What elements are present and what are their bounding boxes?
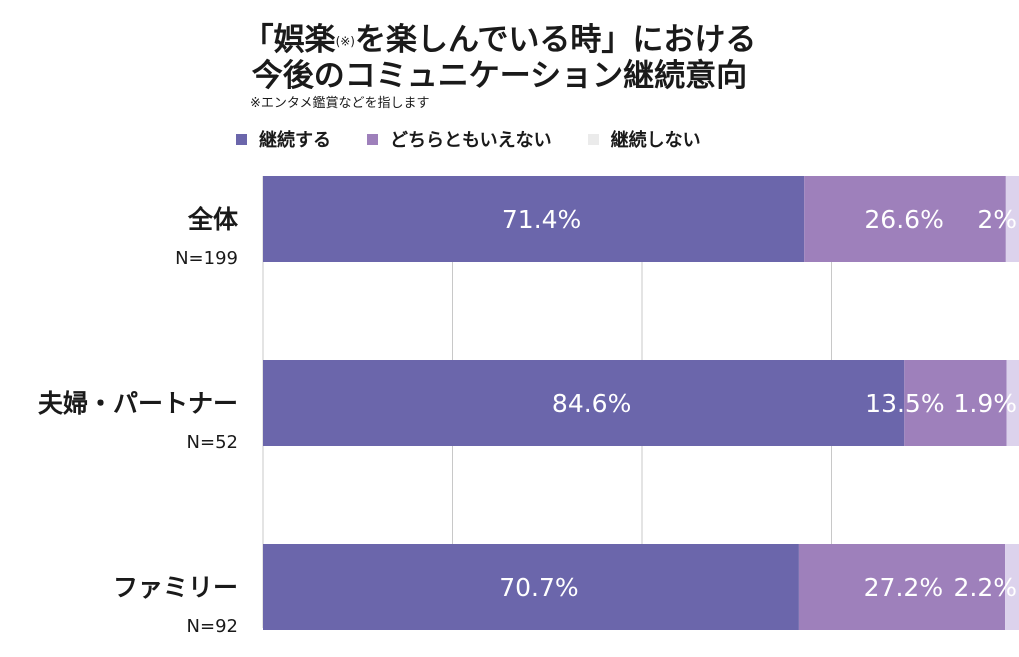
chart-title-line1: 「娯楽(※)を楽しんでいる時」における — [0, 22, 1009, 60]
bar-segment-0-0 — [263, 176, 805, 262]
legend-swatch-stop — [587, 133, 599, 145]
value-label-2-0: 70.7% — [499, 573, 578, 602]
category-label-2: ファミリー — [113, 573, 238, 602]
legend-label-neutral: どちらともいえない — [390, 130, 552, 151]
legend-swatch-neutral — [367, 133, 378, 145]
legend: 継続する どちらともいえない 継続しない — [236, 126, 737, 152]
bar-segment-1-1 — [904, 360, 1007, 446]
value-label-0-2: 2% — [977, 205, 1017, 234]
value-label-2-2: 2.2% — [953, 573, 1017, 602]
bar-segment-1-0 — [263, 360, 905, 446]
value-label-0-0: 71.4% — [502, 205, 581, 234]
bar-segment-0-2 — [1005, 176, 1019, 262]
value-label-0-1: 26.6% — [864, 205, 943, 234]
bar-segment-2-0 — [263, 544, 799, 630]
bar-segment-2-1 — [798, 544, 1006, 630]
legend-swatch-continue — [236, 133, 247, 145]
title-note-mark: (※) — [335, 34, 355, 49]
value-label-2-1: 27.2% — [864, 573, 943, 602]
value-label-1-1: 13.5% — [865, 389, 944, 418]
category-label-0: 全体 — [187, 205, 239, 234]
legend-item-neutral: どちらともいえない — [367, 126, 552, 152]
category-n-0: N=199 — [175, 248, 238, 269]
value-label-1-0: 84.6% — [552, 389, 631, 418]
legend-label-stop: 継続しない — [610, 130, 701, 151]
legend-item-stop: 継続しない — [587, 126, 701, 152]
title-footnote: ※エンタメ鑑賞などを指します — [250, 96, 430, 111]
category-n-1: N=52 — [187, 432, 238, 453]
category-label-1: 夫婦・パートナー — [38, 389, 238, 418]
bar-segment-2-2 — [1005, 544, 1019, 630]
legend-label-continue: 継続する — [259, 130, 331, 151]
legend-item-continue: 継続する — [236, 126, 331, 152]
title-part-b: を楽しんでいる時」における — [354, 22, 757, 58]
value-label-1-2: 1.9% — [953, 389, 1017, 418]
category-n-2: N=92 — [187, 616, 238, 637]
title-part-a: 「娯楽 — [242, 22, 336, 58]
bar-segment-0-1 — [804, 176, 1006, 262]
bar-segment-1-2 — [1006, 360, 1019, 446]
chart-title-line2: 今後のコミュニケーション継続意向 — [251, 58, 748, 94]
